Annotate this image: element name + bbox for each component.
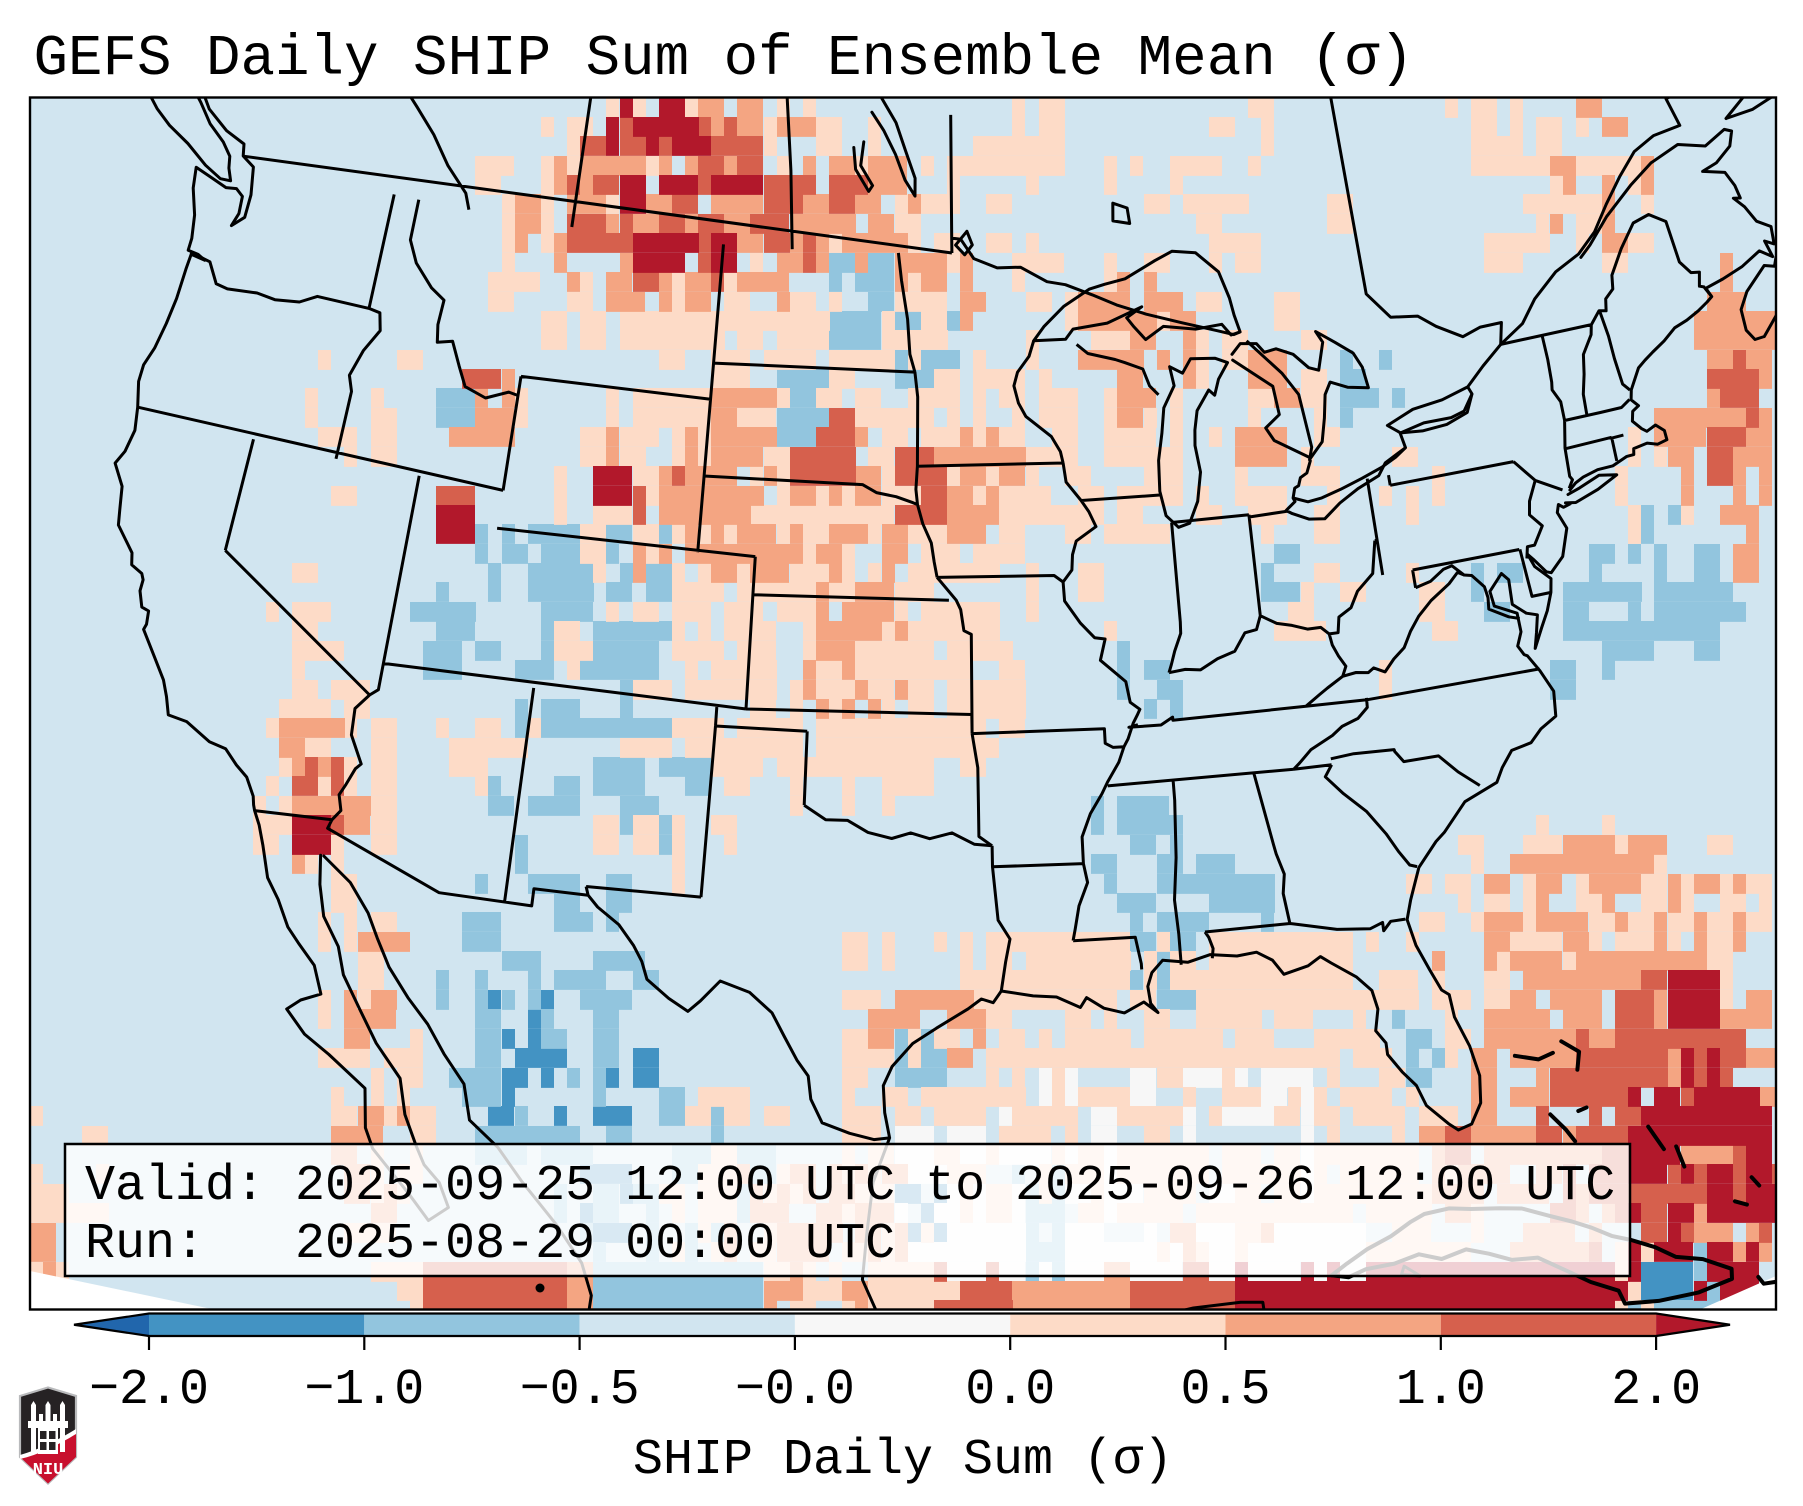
svg-text:−2.0: −2.0	[89, 1362, 209, 1419]
svg-text:0.5: 0.5	[1180, 1362, 1270, 1419]
svg-text:−1.0: −1.0	[304, 1362, 424, 1419]
svg-text:GEFS Daily SHIP Sum of Ensembl: GEFS Daily SHIP Sum of Ensemble Mean (σ)	[34, 27, 1414, 92]
svg-text:SHIP Daily Sum (σ): SHIP Daily Sum (σ)	[633, 1432, 1173, 1489]
svg-text:−0.5: −0.5	[520, 1362, 640, 1419]
svg-text:1.0: 1.0	[1396, 1362, 1486, 1419]
svg-text:Run: 2025-08-29 00:00 UTC: Run: 2025-08-29 00:00 UTC	[85, 1216, 895, 1273]
svg-text:−0.0: −0.0	[735, 1362, 855, 1419]
svg-text:NIU: NIU	[33, 1461, 64, 1480]
svg-text:Valid: 2025-09-25 12:00 UTC to: Valid: 2025-09-25 12:00 UTC to 2025-09-2…	[85, 1158, 1615, 1215]
svg-text:0.0: 0.0	[965, 1362, 1055, 1419]
svg-text:2.0: 2.0	[1611, 1362, 1701, 1419]
